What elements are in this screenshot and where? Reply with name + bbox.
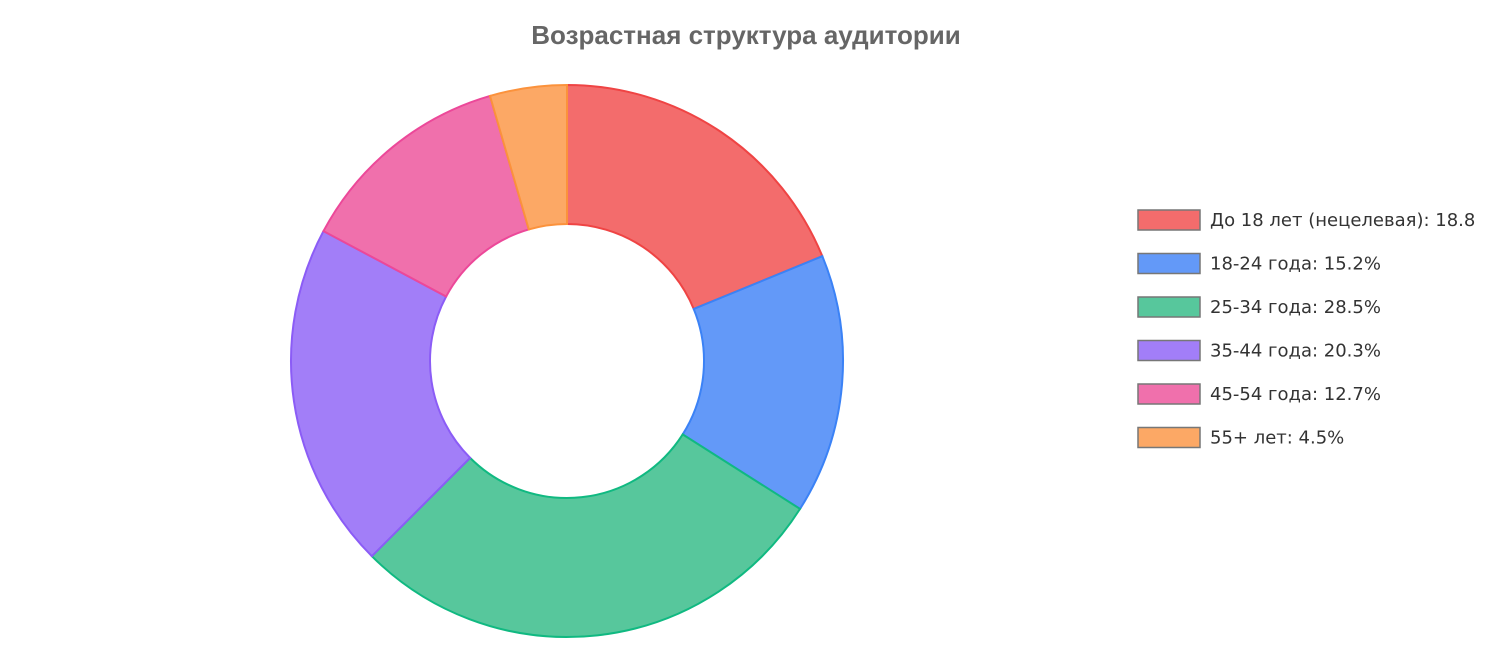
legend-label: 25-34 года: 28.5%: [1210, 297, 1381, 318]
legend-swatch: [1137, 383, 1201, 405]
legend-item[interactable]: 25-34 года: 28.5%: [1137, 296, 1381, 318]
legend-item[interactable]: 45-54 года: 12.7%: [1137, 383, 1381, 405]
legend-label: До 18 лет (нецелевая): 18.8%: [1210, 210, 1492, 231]
segment: [681, 254, 844, 511]
legend-swatch: [1137, 296, 1201, 318]
segment: [566, 83, 824, 311]
legend-label: 55+ лет: 4.5%: [1210, 428, 1344, 449]
doughnut: [290, 83, 844, 638]
segment: [290, 229, 472, 558]
legend-label: 18-24 года: 15.2%: [1210, 254, 1381, 275]
segment: [370, 433, 802, 638]
legend-swatch: [1137, 252, 1201, 275]
legend-label: 35-44 года: 20.3%: [1210, 341, 1381, 362]
legend-swatch: [1137, 339, 1201, 362]
legend-label: 45-54 года: 12.7%: [1210, 384, 1381, 405]
legend-item[interactable]: 35-44 года: 20.3%: [1137, 339, 1381, 362]
chart-title: Возрастная структура аудитории: [531, 20, 960, 50]
legend-item[interactable]: 55+ лет: 4.5%: [1137, 426, 1344, 449]
legend: До 18 лет (нецелевая): 18.8% 18-24 года: …: [1137, 209, 1492, 449]
legend-swatch: [1137, 426, 1201, 449]
segment: [488, 83, 568, 231]
legend-item[interactable]: 18-24 года: 15.2%: [1137, 252, 1381, 275]
legend-item[interactable]: До 18 лет (нецелевая): 18.8%: [1137, 209, 1492, 231]
legend-swatch: [1137, 209, 1201, 231]
